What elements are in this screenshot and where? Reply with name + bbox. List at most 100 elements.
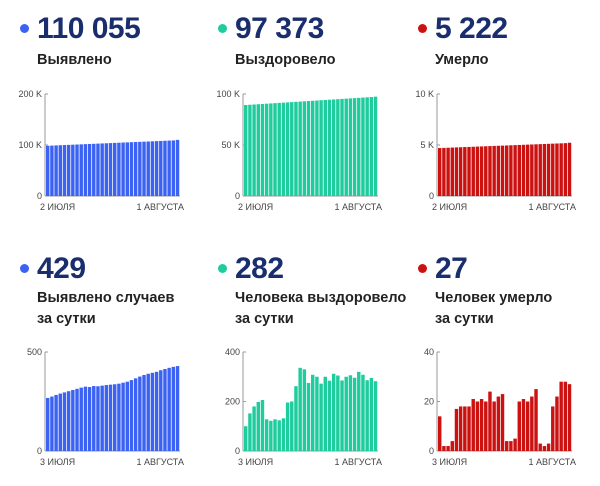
- bar: [500, 394, 505, 451]
- bar: [369, 97, 374, 196]
- bar: [146, 373, 150, 451]
- x-label-end: 1 АВГУСТА: [528, 457, 576, 467]
- x-label-start: 2 ИЮЛЯ: [432, 202, 467, 212]
- bar: [348, 375, 353, 451]
- bar: [534, 389, 538, 452]
- recovered-total-label-line-1: Выздоровело: [235, 52, 336, 68]
- bar: [509, 145, 513, 196]
- bar: [256, 401, 260, 451]
- bar: [546, 143, 551, 196]
- bar: [269, 420, 273, 451]
- bar: [260, 400, 265, 451]
- bar: [546, 443, 551, 451]
- bar: [92, 143, 96, 196]
- bar: [171, 140, 176, 196]
- bar: [446, 147, 450, 196]
- y-tick-label: 40: [424, 347, 434, 357]
- bar: [567, 384, 572, 451]
- bar: [125, 142, 129, 196]
- bar: [336, 99, 340, 196]
- bar: [446, 446, 450, 451]
- bar: [294, 101, 298, 196]
- bar: [87, 143, 92, 196]
- bar: [62, 145, 67, 196]
- bar: [559, 381, 563, 451]
- recovered-total-value: 97 373: [235, 12, 324, 45]
- bar: [273, 419, 277, 451]
- bar: [340, 98, 344, 196]
- bar: [311, 374, 315, 451]
- recovered-total-chart: 0 50 K 100 K 2 ИЮЛЯ 1 АВГУСТА: [216, 89, 382, 212]
- bar: [331, 373, 336, 451]
- bar: [467, 146, 471, 196]
- x-label-start: 2 ИЮЛЯ: [40, 202, 75, 212]
- bar: [463, 406, 467, 451]
- recovered-daily-label-line-1: Человека выздоровело: [235, 290, 407, 306]
- detected-total-label-line-1: Выявлено: [37, 52, 112, 68]
- bar: [454, 408, 459, 451]
- bar: [505, 441, 509, 451]
- bar: [484, 401, 488, 451]
- x-label-start: 2 ИЮЛЯ: [238, 202, 273, 212]
- bar: [357, 97, 361, 196]
- bar: [530, 396, 534, 451]
- bar: [113, 384, 117, 451]
- y-tick-label: 200 K: [18, 89, 42, 99]
- bar: [71, 144, 75, 196]
- bar: [79, 144, 83, 196]
- y-tick-label: 10 K: [415, 89, 434, 99]
- bar: [336, 375, 340, 451]
- bar: [442, 446, 446, 451]
- bar: [538, 443, 542, 451]
- bar: [488, 146, 492, 196]
- bar: [108, 143, 113, 196]
- bar: [306, 101, 311, 196]
- bar: [252, 406, 256, 451]
- bar: [302, 101, 307, 196]
- bar: [269, 103, 273, 196]
- bar: [121, 382, 125, 451]
- bar: [567, 142, 572, 196]
- bar: [530, 144, 534, 196]
- bar: [96, 386, 100, 451]
- bar: [327, 99, 332, 196]
- bar: [344, 98, 348, 196]
- bar: [306, 382, 311, 451]
- bar: [256, 104, 260, 196]
- bar: [454, 147, 459, 196]
- bar: [50, 145, 54, 196]
- bar: [479, 146, 484, 196]
- bar: [285, 102, 290, 196]
- bar: [75, 388, 79, 451]
- bar: [83, 386, 88, 451]
- bar: [538, 144, 542, 196]
- y-tick-label: 0: [37, 191, 42, 201]
- deaths-total-value: 5 222: [435, 12, 508, 45]
- bar: [62, 392, 67, 451]
- bar: [534, 144, 538, 196]
- deaths-daily-label-line-2: за сутки: [435, 311, 494, 327]
- bar: [323, 99, 327, 196]
- y-tick-label: 50 K: [221, 140, 240, 150]
- x-label-start: 3 ИЮЛЯ: [432, 457, 467, 467]
- bar: [361, 97, 365, 196]
- bar: [517, 401, 521, 451]
- bar: [467, 406, 471, 451]
- bar: [129, 142, 134, 196]
- x-label-end: 1 АВГУСТА: [334, 457, 382, 467]
- recovered-daily-label-line-2: за сутки: [235, 311, 294, 327]
- bar: [463, 147, 467, 196]
- bar: [46, 145, 50, 196]
- bar: [125, 381, 129, 451]
- bar: [142, 141, 146, 196]
- bar: [438, 148, 442, 196]
- bar: [492, 401, 496, 451]
- bar: [513, 145, 517, 196]
- bar: [129, 380, 134, 451]
- detected-daily-label-line-1: Выявлено случаев: [37, 290, 175, 306]
- bar: [104, 385, 109, 451]
- bar: [244, 105, 248, 196]
- bar: [138, 376, 142, 451]
- bar: [142, 374, 146, 451]
- bar: [277, 102, 281, 196]
